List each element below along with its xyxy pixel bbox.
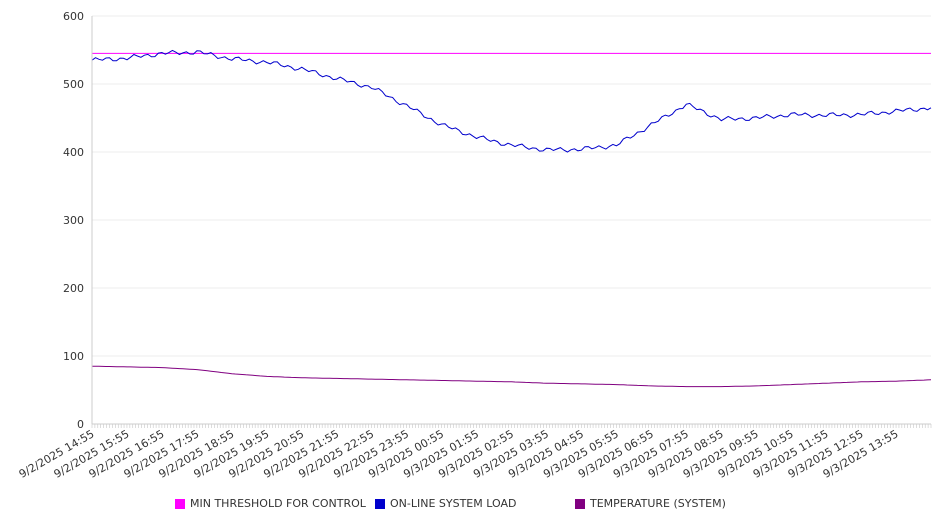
legend-label-temperature: TEMPERATURE (SYSTEM) — [590, 497, 726, 510]
legend-swatch-temperature — [575, 498, 585, 509]
y-tick-label: 500 — [63, 78, 84, 91]
y-tick-label: 0 — [77, 418, 84, 431]
y-tick-label: 200 — [63, 282, 84, 295]
legend-item-min-threshold: MIN THRESHOLD FOR CONTROL — [175, 497, 366, 510]
legend-label-system-load: ON-LINE SYSTEM LOAD — [390, 497, 517, 510]
legend-swatch-system-load — [375, 498, 385, 509]
series-line-temperature — [91, 365, 932, 388]
x-axis-ticks: 9/2/2025 14:559/2/2025 15:559/2/2025 16:… — [17, 424, 932, 481]
y-tick-label: 100 — [63, 350, 84, 363]
legend-item-system-load: ON-LINE SYSTEM LOAD — [375, 497, 516, 510]
y-tick-label: 600 — [63, 10, 84, 23]
series-lines — [91, 49, 932, 388]
legend-label-min-threshold: MIN THRESHOLD FOR CONTROL — [190, 497, 366, 510]
y-tick-label: 400 — [63, 146, 84, 159]
legend-item-temperature: TEMPERATURE (SYSTEM) — [575, 497, 726, 510]
legend-swatch-min-threshold — [175, 498, 185, 509]
grid-lines — [92, 15, 931, 425]
series-line-system-load — [91, 49, 932, 153]
legend: MIN THRESHOLD FOR CONTROL ON-LINE SYSTEM… — [0, 497, 946, 517]
y-axis-ticks: 0 100 200 300 400 500 600 — [63, 10, 84, 431]
y-tick-label: 300 — [63, 214, 84, 227]
